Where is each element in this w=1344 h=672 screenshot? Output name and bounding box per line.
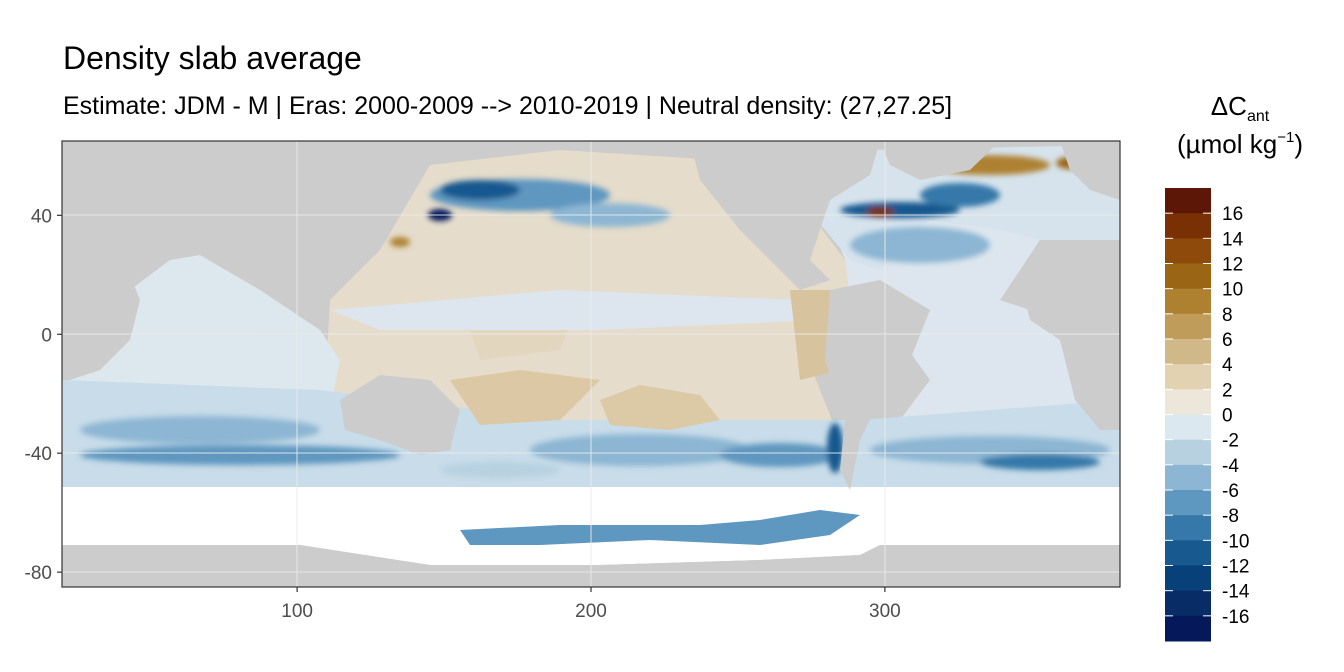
legend-color-swatch xyxy=(1165,439,1211,466)
legend-color-swatch xyxy=(1165,490,1211,516)
ocean-south-pacific-warm xyxy=(600,385,720,430)
land-africa-west xyxy=(62,250,140,380)
legend-color-swatch xyxy=(1165,339,1211,365)
legend-label: 6 xyxy=(1222,330,1233,351)
y-tick-label: -40 xyxy=(25,444,52,465)
legend-label: -16 xyxy=(1222,607,1249,628)
land-australia xyxy=(340,375,460,455)
legend-title-unit-exponent: −1 xyxy=(1277,128,1295,146)
legend-label: 10 xyxy=(1222,280,1243,301)
y-tick-label: -80 xyxy=(25,563,52,584)
plot-area xyxy=(62,141,1120,587)
legend-color-swatch xyxy=(1165,188,1211,214)
land-europe xyxy=(1060,141,1120,200)
southern-ocean-streaks xyxy=(80,416,1110,478)
legend-title-symbol: ΔC xyxy=(1210,91,1247,121)
legend-label: -8 xyxy=(1222,506,1239,527)
y-tick-label: 40 xyxy=(31,206,52,227)
legend-label: 2 xyxy=(1222,380,1233,401)
legend-label: 8 xyxy=(1222,305,1233,326)
legend-color-swatch xyxy=(1165,313,1211,340)
ross-blue xyxy=(460,510,860,545)
legend-title: ΔCant (µmol kg−1) xyxy=(1150,88,1330,163)
legend-label: 4 xyxy=(1222,355,1233,376)
legend-color-swatch xyxy=(1165,540,1211,566)
legend-color-swatch xyxy=(1165,414,1211,441)
legend-label: -4 xyxy=(1222,456,1239,477)
ocean-south-pacific-warm2 xyxy=(450,370,600,425)
legend-label: -6 xyxy=(1222,481,1239,502)
legend-title-subscript: ant xyxy=(1246,108,1270,125)
grid xyxy=(62,141,1120,587)
legend-title-unit: (µmol kg xyxy=(1177,128,1278,159)
ocean-pacific-eq-blue xyxy=(330,290,820,330)
legend-label: 0 xyxy=(1222,406,1233,427)
legend-label: -12 xyxy=(1222,557,1249,578)
legend-color-swatch xyxy=(1165,288,1211,315)
legend-label: 12 xyxy=(1222,255,1243,276)
legend-color-swatch xyxy=(1165,389,1211,415)
legend-color-swatch xyxy=(1165,364,1211,390)
land-africa xyxy=(1020,240,1120,430)
legend-color-swatch xyxy=(1165,515,1211,541)
land-south-america xyxy=(825,280,930,490)
legend-color-swatch xyxy=(1165,213,1211,239)
legend-color-swatch xyxy=(1165,263,1211,290)
kuroshio-streaks xyxy=(428,179,670,227)
legend-label: 16 xyxy=(1222,204,1243,225)
legend-color-swatch xyxy=(1165,464,1211,491)
legend-color-swatch xyxy=(1165,565,1211,592)
legend-title-unit-close: ) xyxy=(1294,128,1303,159)
legend-label: 14 xyxy=(1222,229,1244,250)
legend-label: -2 xyxy=(1222,431,1239,452)
legend-color-swatch xyxy=(1165,590,1211,617)
chart-title: Density slab average xyxy=(63,40,362,76)
legend-label: -14 xyxy=(1222,582,1250,603)
legend-label: -10 xyxy=(1222,531,1249,552)
legend-color-swatch xyxy=(1165,238,1211,264)
x-tick-label: 100 xyxy=(281,601,313,622)
x-tick-label: 200 xyxy=(575,601,607,622)
legend-colorbar: 16 14 12 10 8 6 4 2 0 -2 -4 -6 -8 -10 -12 -14 -16 xyxy=(1165,188,1250,642)
legend-color-swatch xyxy=(1165,615,1211,642)
land-greenland xyxy=(880,141,1000,180)
x-tick-label: 300 xyxy=(869,601,901,622)
chart-subtitle: Estimate: JDM - M | Eras: 2000-2009 --> … xyxy=(63,92,953,120)
y-tick-label: 0 xyxy=(41,325,52,346)
